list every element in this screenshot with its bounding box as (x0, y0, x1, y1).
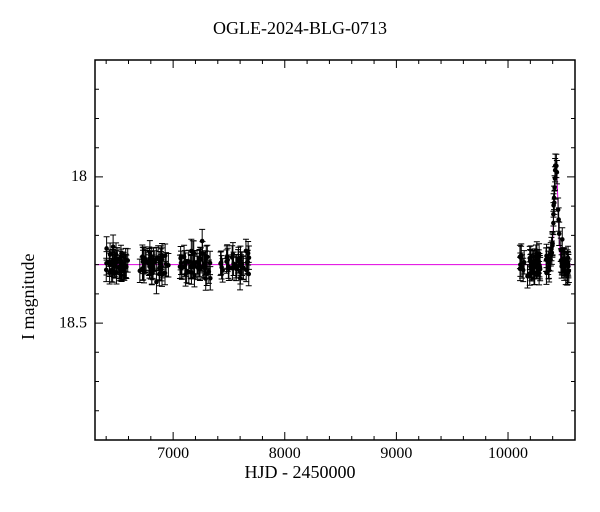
light-curve-plot (0, 0, 600, 512)
y-axis-label: I magnitude (18, 254, 39, 340)
plot-title: OGLE-2024-BLG-0713 (0, 18, 600, 39)
x-axis-label: HJD - 2450000 (0, 462, 600, 483)
chart-container: OGLE-2024-BLG-0713 HJD - 2450000 I magni… (0, 0, 600, 512)
